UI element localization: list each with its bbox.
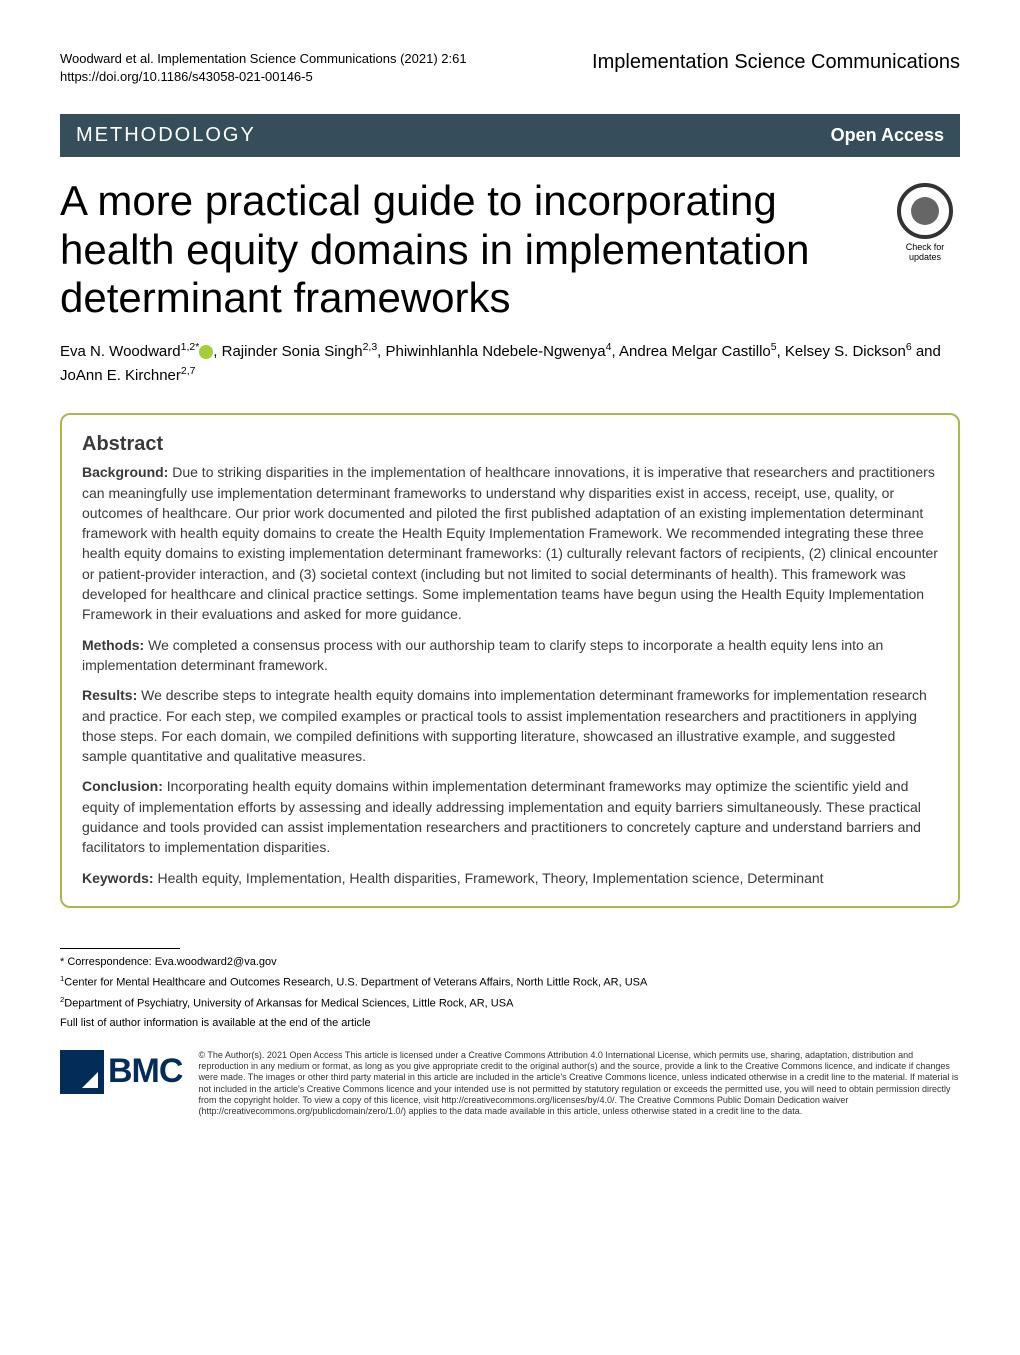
citation-line: Woodward et al. Implementation Science C… <box>60 50 467 68</box>
article-title: A more practical guide to incorporating … <box>60 177 870 322</box>
abstract-box: Abstract Background: Due to striking dis… <box>60 413 960 908</box>
abstract-methods: Methods: We completed a consensus proces… <box>82 635 938 676</box>
article-page: Woodward et al. Implementation Science C… <box>0 0 1020 1157</box>
methods-label: Methods: <box>82 637 144 653</box>
doi-line: https://doi.org/10.1186/s43058-021-00146… <box>60 68 467 86</box>
abstract-results: Results: We describe steps to integrate … <box>82 685 938 766</box>
keywords-text: Health equity, Implementation, Health di… <box>157 870 823 886</box>
abstract-conclusion: Conclusion: Incorporating health equity … <box>82 776 938 857</box>
results-text: We describe steps to integrate health eq… <box>82 687 927 764</box>
license-row: BMC © The Author(s). 2021 Open Access Th… <box>60 1050 960 1118</box>
section-bar: METHODOLOGY Open Access <box>60 114 960 157</box>
background-text: Due to striking disparities in the imple… <box>82 464 938 622</box>
section-label: METHODOLOGY <box>76 124 256 147</box>
bmc-logo-text: BMC <box>108 1052 182 1091</box>
footer-affiliations: * Correspondence: Eva.woodward2@va.gov 1… <box>60 948 960 1032</box>
footer-divider <box>60 948 180 949</box>
check-updates-widget[interactable]: Check for updates <box>890 183 960 263</box>
methods-text: We completed a consensus process with ou… <box>82 637 883 673</box>
correspondence-line: * Correspondence: Eva.woodward2@va.gov <box>60 955 960 970</box>
abstract-background: Background: Due to striking disparities … <box>82 462 938 624</box>
orcid-icon[interactable] <box>199 345 213 359</box>
affiliation-1: 1Center for Mental Healthcare and Outcom… <box>60 974 960 991</box>
conclusion-label: Conclusion: <box>82 778 163 794</box>
results-label: Results: <box>82 687 137 703</box>
affiliation-more: Full list of author information is avail… <box>60 1016 960 1031</box>
check-updates-icon <box>897 183 953 239</box>
keywords-label: Keywords: <box>82 870 154 886</box>
check-updates-label: Check for updates <box>890 243 960 263</box>
citation-block: Woodward et al. Implementation Science C… <box>60 50 467 86</box>
conclusion-text: Incorporating health equity domains with… <box>82 778 921 855</box>
open-access-badge: Open Access <box>831 125 944 146</box>
journal-name: Implementation Science Communications <box>592 50 960 74</box>
title-row: A more practical guide to incorporating … <box>60 177 960 340</box>
abstract-heading: Abstract <box>82 433 938 456</box>
license-text: © The Author(s). 2021 Open Access This a… <box>198 1050 960 1118</box>
running-header: Woodward et al. Implementation Science C… <box>60 50 960 86</box>
abstract-keywords: Keywords: Health equity, Implementation,… <box>82 868 938 888</box>
author-list: Eva N. Woodward1,2*, Rajinder Sonia Sing… <box>60 340 960 387</box>
background-label: Background: <box>82 464 168 480</box>
bmc-logo: BMC <box>60 1050 182 1094</box>
bmc-logo-icon <box>60 1050 104 1094</box>
affiliation-2: 2Department of Psychiatry, University of… <box>60 995 960 1012</box>
